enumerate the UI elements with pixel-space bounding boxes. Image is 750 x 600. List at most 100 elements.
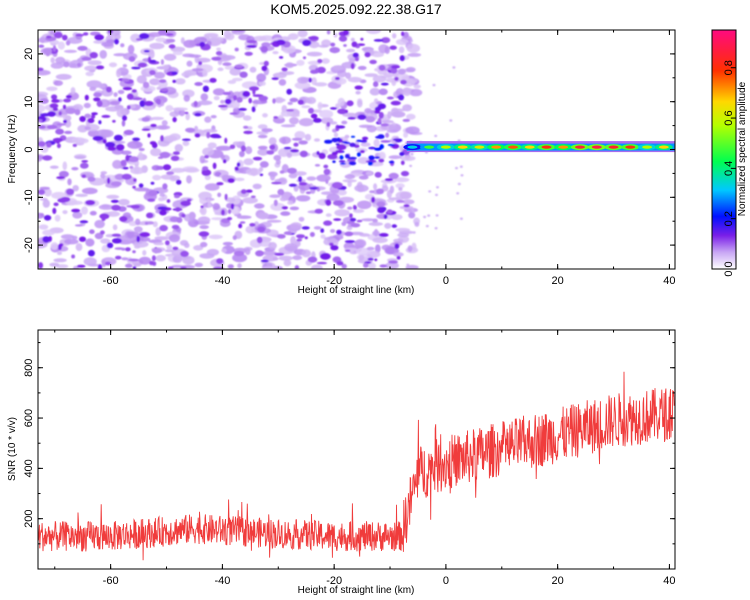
noise-blob (347, 116, 356, 120)
noise-blob (118, 198, 130, 206)
noise-blob (94, 232, 104, 240)
noise-blob (287, 167, 297, 174)
noise-blob (317, 102, 323, 110)
noise-blob (110, 199, 119, 203)
noise-blob (268, 242, 277, 250)
noise-blob (233, 250, 245, 257)
noise-blob (155, 37, 167, 43)
noise-blob (167, 266, 174, 269)
signal-band-cell (591, 145, 602, 149)
noise-blob (130, 167, 145, 175)
noise-blob (329, 242, 334, 246)
noise-blob (136, 142, 141, 148)
noise-blob (400, 155, 416, 161)
noise-blob (174, 194, 180, 199)
noise-blob (402, 199, 415, 205)
noise-blob (360, 139, 368, 143)
noise-blob (114, 173, 125, 180)
noise-blob (242, 115, 252, 121)
noise-blob (319, 109, 334, 119)
noise-blob (459, 217, 463, 220)
noise-blob (363, 262, 369, 268)
noise-blob (94, 34, 104, 41)
noise-blob (373, 139, 380, 147)
noise-blob (132, 250, 136, 254)
noise-blob (50, 57, 55, 64)
noise-blob (71, 208, 81, 213)
noise-blob (246, 44, 257, 48)
noise-blob (53, 258, 67, 263)
noise-blob (49, 30, 55, 35)
noise-blob (283, 231, 293, 235)
noise-blob (359, 233, 371, 237)
noise-blob (144, 221, 149, 225)
noise-blob (320, 234, 326, 239)
noise-blob (182, 255, 195, 265)
noise-blob (289, 97, 299, 103)
signal-band-cell (491, 145, 502, 149)
noise-blob (102, 139, 107, 144)
noise-blob (409, 88, 423, 97)
noise-blob (138, 147, 145, 152)
noise-blob (279, 56, 284, 59)
noise-blob (229, 67, 241, 76)
noise-blob (378, 151, 386, 161)
noise-blob (324, 140, 333, 144)
noise-blob (283, 146, 292, 150)
noise-blob (337, 97, 345, 107)
noise-blob (359, 149, 365, 154)
noise-blob (374, 147, 382, 151)
noise-blob (185, 112, 190, 121)
noise-blob (149, 69, 156, 76)
noise-blob (218, 104, 228, 108)
signal-band-cell (457, 145, 468, 149)
noise-blob (105, 141, 116, 148)
colorbar: 0.0 0.2 0.4 0.6 0.8 Normalized spectral ampl… (711, 29, 748, 277)
noise-blob (242, 197, 258, 204)
noise-blob (341, 263, 347, 269)
noise-blob (89, 229, 95, 234)
noise-blob (158, 197, 165, 202)
noise-blob (150, 116, 164, 121)
noise-blob (380, 82, 389, 86)
noise-blob (227, 209, 232, 214)
noise-blob (166, 171, 175, 175)
noise-blob (308, 107, 314, 114)
noise-blob (239, 71, 248, 78)
noise-blob (368, 222, 383, 226)
noise-blob (306, 176, 317, 181)
noise-blob (273, 154, 282, 161)
noise-blob (373, 81, 379, 88)
x-tick-label: 20 (552, 275, 564, 287)
colorbar-fill (711, 29, 737, 270)
noise-blob (339, 155, 344, 160)
noise-blob (114, 38, 119, 45)
noise-blob (250, 195, 256, 199)
noise-blob (285, 62, 294, 69)
noise-blob (388, 172, 399, 180)
noise-blob (375, 244, 381, 254)
noise-blob (412, 231, 416, 234)
signal-band-cell (407, 145, 418, 149)
noise-blob (394, 177, 410, 183)
y-tick-label: -10 (23, 189, 35, 205)
noise-blob (172, 116, 177, 123)
noise-blob (209, 77, 217, 83)
noise-blob (277, 188, 285, 196)
noise-blob (64, 49, 77, 54)
noise-blob (58, 111, 62, 116)
noise-blob (456, 192, 460, 195)
noise-blob (92, 135, 104, 141)
noise-blob (329, 121, 338, 125)
noise-blob (297, 30, 308, 38)
noise-blob (112, 224, 118, 231)
noise-blob (131, 89, 137, 93)
noise-blob (345, 249, 351, 252)
noise-blob (101, 41, 114, 47)
noise-blob (112, 119, 116, 123)
noise-blob (199, 196, 207, 205)
noise-blob (384, 222, 392, 229)
noise-blob (354, 184, 369, 192)
colorbar-tick-label: 0.4 (723, 161, 735, 176)
noise-blob (207, 201, 212, 208)
